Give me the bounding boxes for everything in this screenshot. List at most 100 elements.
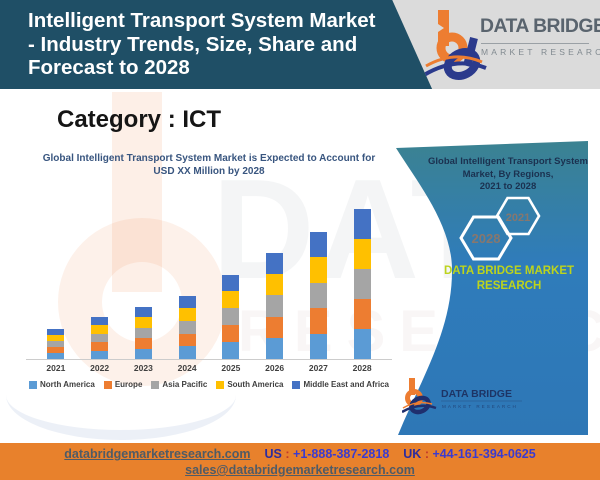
- bar-segment: [353, 239, 371, 269]
- bar-stack-2026: [266, 253, 284, 359]
- bar-segment: [266, 295, 284, 317]
- bar-2027: [297, 231, 341, 359]
- bar-segment: [47, 334, 65, 341]
- bar-segment: [353, 329, 371, 359]
- legend-swatch-icon: [151, 380, 160, 389]
- bar-segment: [47, 328, 65, 335]
- x-axis-label: 2022: [90, 363, 110, 373]
- bar-2021: [34, 328, 78, 359]
- regions-panel-shape: [396, 141, 588, 435]
- legend-swatch-icon: [216, 380, 225, 389]
- x-axis-label: 2027: [308, 363, 328, 373]
- legend-label: Middle East and Africa: [303, 380, 389, 389]
- chart-title-line: USD XX Million by 2028: [153, 166, 265, 177]
- bar-segment: [222, 325, 240, 343]
- bar-stack-2022: [91, 317, 109, 359]
- bar-segment: [309, 333, 327, 359]
- bar-segment: [134, 307, 152, 318]
- bar-segment: [178, 295, 196, 309]
- bar-segment: [178, 346, 196, 359]
- bar-segment: [266, 274, 284, 296]
- contact-footer: databridgemarketresearch.com US : +1-888-…: [0, 443, 600, 480]
- uk-colon: :: [424, 447, 429, 461]
- legend-label: South America: [227, 380, 284, 389]
- bar-segment: [222, 308, 240, 326]
- bar-stack-2027: [309, 231, 327, 359]
- us-colon: :: [285, 447, 290, 461]
- regions-panel-title-line: Global Intelligent Transport System: [428, 156, 588, 167]
- chart-legend: North America Europe Asia Pacific South Ame…: [26, 380, 392, 389]
- legend-item: North America: [29, 380, 95, 389]
- x-axis-label: 2024: [177, 363, 197, 373]
- header-banner: Intelligent Transport System Market - In…: [0, 0, 600, 89]
- legend-item: Asia Pacific: [151, 380, 207, 389]
- bar-2028: [340, 209, 384, 359]
- bar-stack-2024: [178, 295, 196, 359]
- legend-item: Europe: [103, 380, 143, 389]
- hexagon-2021-label: 2021: [506, 212, 530, 224]
- bar-segment: [266, 316, 284, 338]
- bar-stack-2023: [134, 307, 152, 359]
- category-heading: Category : ICT: [57, 106, 222, 133]
- uk-label: UK: [403, 447, 422, 461]
- bar-segment: [222, 274, 240, 292]
- x-axis-label: 2026: [265, 363, 285, 373]
- regions-panel: Global Intelligent Transport System Mark…: [388, 138, 600, 438]
- bar-segment: [134, 338, 152, 349]
- bar-2023: [122, 307, 166, 359]
- bar-segment: [309, 231, 327, 257]
- bar-segment: [266, 253, 284, 275]
- bar-segment: [178, 333, 196, 347]
- legend-item: South America: [216, 380, 283, 389]
- website-link[interactable]: databridgemarketresearch.com: [64, 447, 251, 461]
- bar-segment: [309, 282, 327, 308]
- us-phone-link[interactable]: +1-888-387-2818: [293, 447, 390, 461]
- year-hexagons: 2028 2021: [459, 196, 541, 261]
- bar-segment: [91, 333, 109, 343]
- bar-segment: [222, 342, 240, 359]
- legend-label: Europe: [114, 380, 143, 389]
- legend-item: Middle East and Africa: [292, 380, 389, 389]
- bar-2024: [165, 295, 209, 359]
- bar-segment: [309, 257, 327, 283]
- bar-segment: [91, 317, 109, 326]
- x-axis-label: 2021: [46, 363, 66, 373]
- bar-segment: [91, 350, 109, 359]
- bar-segment: [222, 291, 240, 309]
- mini-logo-tagline: MARKET RESEARCH: [442, 404, 518, 409]
- report-title-line: Forecast to 2028: [28, 56, 190, 79]
- bar-segment: [134, 317, 152, 328]
- hexagon-2021-icon: [495, 196, 541, 236]
- x-axis-labels: 2021 2022 2023 2024 2025 2026 2027 2028: [26, 363, 392, 373]
- bar-stack-2025: [222, 274, 240, 359]
- regions-panel-title-line: Market, By Regions,: [462, 168, 554, 180]
- bar-segment: [47, 352, 65, 359]
- panel-brand-text: DATA BRIDGE MARKET RESEARCH: [428, 264, 590, 294]
- legend-swatch-icon: [292, 380, 301, 389]
- bar-2026: [253, 253, 297, 359]
- bar-segment: [47, 340, 65, 347]
- contact-line-1: databridgemarketresearch.com US : +1-888-…: [0, 446, 600, 462]
- panel-mini-logo: DATA BRIDGE MARKET RESEARCH: [402, 378, 522, 415]
- bar-segment: [134, 348, 152, 359]
- bar-2025: [209, 274, 253, 359]
- regions-panel-title-line: 2021 to 2028: [479, 181, 537, 192]
- bar-segment: [266, 337, 284, 359]
- uk-phone-link[interactable]: +44-161-394-0625: [432, 447, 536, 461]
- bar-stack-2021: [47, 328, 65, 359]
- panel-brand-line: DATA BRIDGE MARKET: [443, 265, 575, 277]
- market-chart: Global Intelligent Transport System Mark…: [26, 152, 392, 389]
- bar-2022: [78, 317, 122, 359]
- bar-segment: [91, 342, 109, 351]
- x-axis-label: 2028: [352, 363, 372, 373]
- bar-segment: [353, 299, 371, 329]
- email-link[interactable]: sales@databridgemarketresearch.com: [185, 463, 415, 477]
- chart-title: Global Intelligent Transport System Mark…: [26, 152, 392, 178]
- hexagon-2028-icon: [459, 215, 513, 261]
- bar-segment: [178, 320, 196, 334]
- brand-tagline: MARKET RESEARCH: [481, 47, 600, 57]
- report-title: Intelligent Transport System Market - In…: [28, 9, 398, 80]
- bar-segment: [134, 327, 152, 339]
- bar-segment: [353, 269, 371, 299]
